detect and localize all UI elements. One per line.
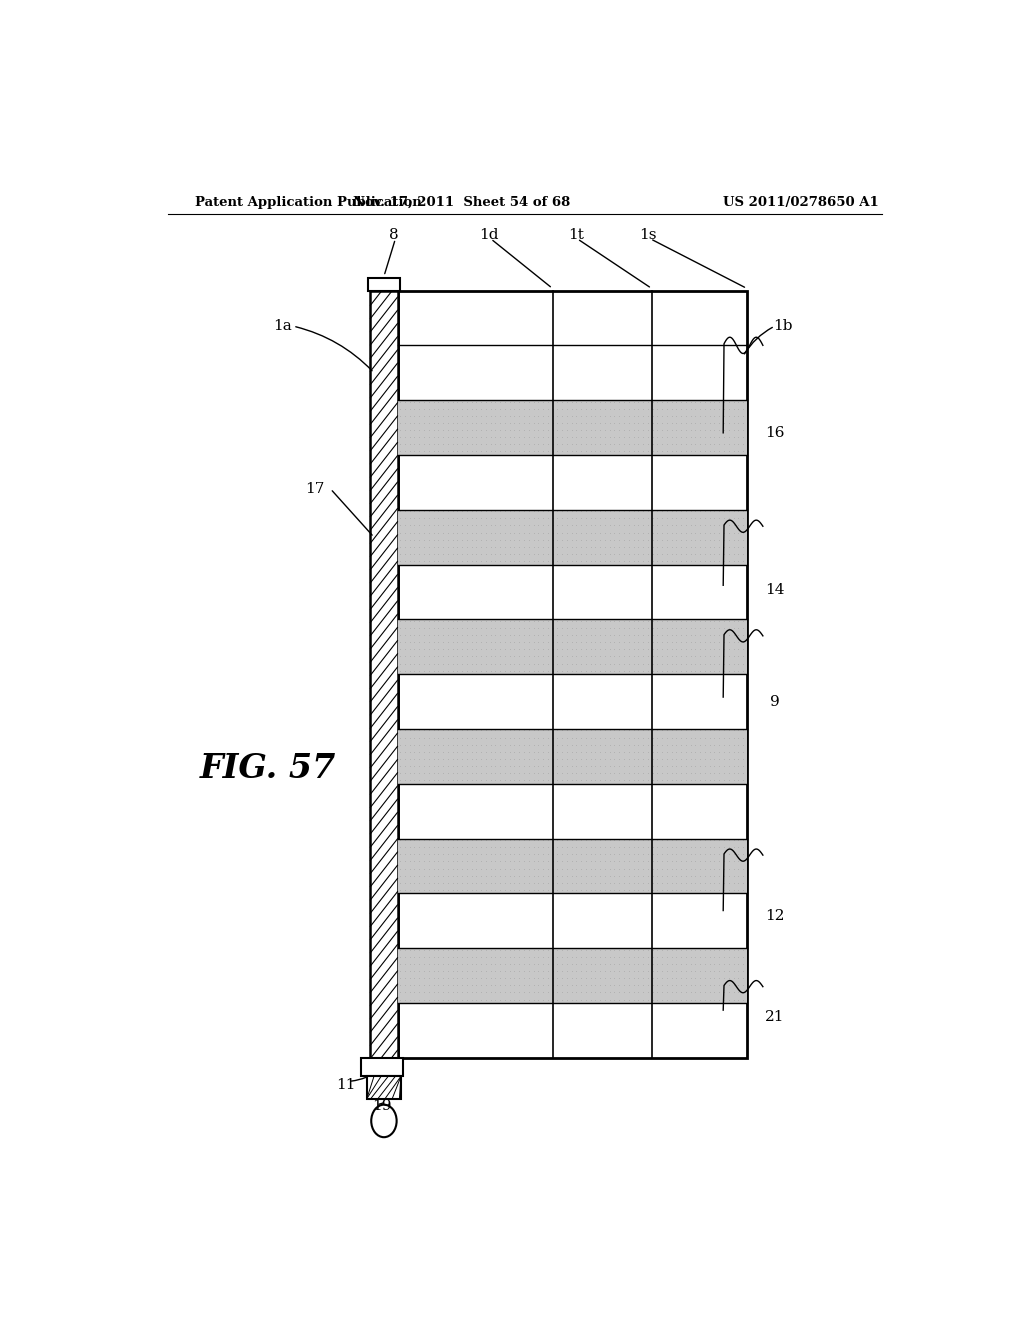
Bar — [397, 838, 748, 894]
Text: Nov. 17, 2011  Sheet 54 of 68: Nov. 17, 2011 Sheet 54 of 68 — [352, 195, 570, 209]
Bar — [370, 290, 397, 1057]
Text: 1s: 1s — [639, 227, 656, 242]
Text: 9: 9 — [770, 696, 779, 709]
Bar — [397, 619, 748, 675]
Text: 1t: 1t — [568, 227, 585, 242]
Text: 17: 17 — [305, 482, 325, 496]
Bar — [367, 1076, 401, 1098]
Text: 14: 14 — [765, 583, 784, 598]
Circle shape — [372, 1105, 396, 1138]
Bar — [397, 948, 748, 1003]
Text: 1b: 1b — [773, 319, 793, 333]
Bar — [397, 729, 748, 784]
Text: US 2011/0278650 A1: US 2011/0278650 A1 — [723, 195, 879, 209]
Bar — [397, 400, 748, 455]
Text: 16: 16 — [765, 426, 784, 440]
Text: 12: 12 — [765, 908, 784, 923]
Bar — [397, 510, 748, 565]
Text: FIG. 57: FIG. 57 — [200, 752, 336, 784]
Text: 8: 8 — [389, 227, 398, 242]
Bar — [397, 290, 748, 1057]
Text: 1d: 1d — [479, 227, 499, 242]
Bar — [368, 279, 400, 290]
Text: 1a: 1a — [273, 319, 292, 333]
Text: 21: 21 — [765, 1010, 784, 1024]
Text: 11: 11 — [337, 1078, 356, 1093]
Bar — [360, 1057, 402, 1076]
Text: Patent Application Publication: Patent Application Publication — [196, 195, 422, 209]
Text: 19: 19 — [372, 1098, 392, 1113]
